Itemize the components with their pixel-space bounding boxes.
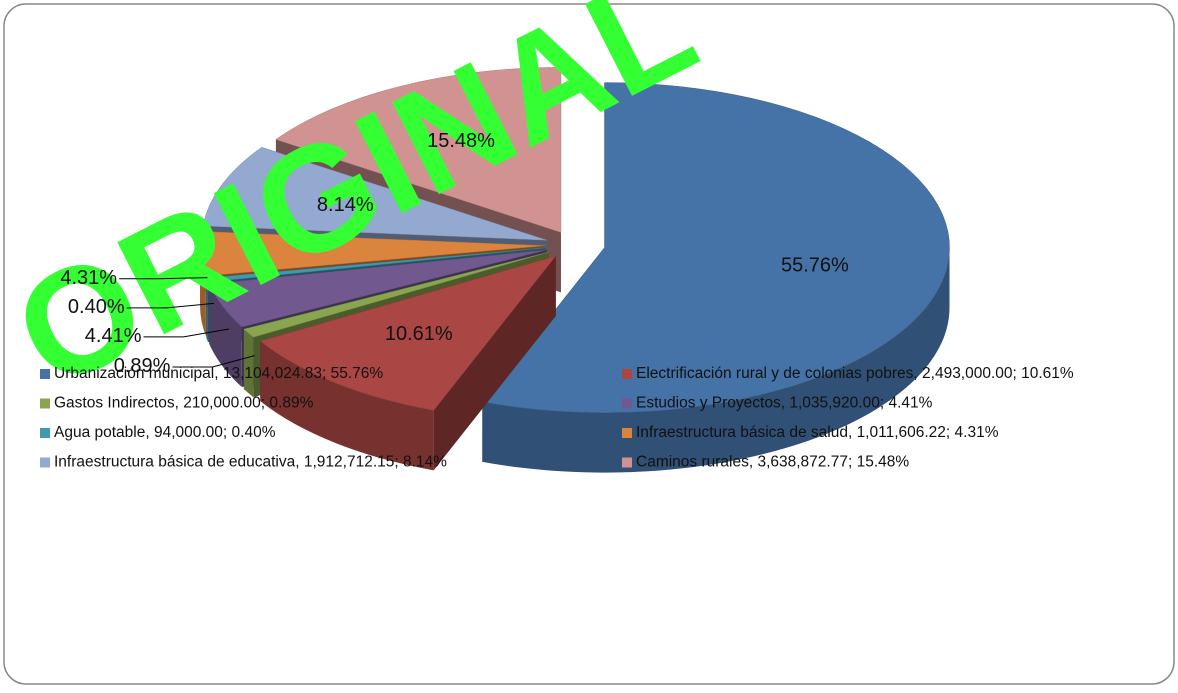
data-label: 55.76% — [781, 254, 849, 276]
legend-label: Electrificación rural y de colonias pobr… — [636, 365, 1074, 382]
slice-side — [206, 278, 209, 343]
legend: Urbanización municipal, 13,104,024.83; 5… — [40, 365, 1074, 471]
legend-swatch — [40, 398, 50, 409]
legend-label: Infraestructura básica de educativa, 1,9… — [54, 454, 447, 471]
leader-line — [143, 328, 230, 338]
legend-label: Estudios y Proyectos, 1,035,920.00; 4.41… — [636, 395, 933, 412]
leader-line — [119, 277, 208, 280]
data-label: 10.61% — [385, 323, 453, 345]
data-label: 15.48% — [427, 130, 495, 152]
data-label: 0.40% — [68, 296, 125, 318]
slice-side — [260, 341, 434, 471]
slice-side — [243, 329, 254, 398]
pie — [199, 67, 950, 473]
slice-side — [200, 245, 206, 336]
slice — [481, 82, 950, 413]
data-label: 4.41% — [85, 325, 142, 347]
slice — [243, 251, 549, 338]
legend-swatch — [622, 369, 632, 379]
slice-side — [482, 247, 950, 473]
legend-swatch — [40, 428, 50, 438]
slice — [259, 255, 557, 411]
slice — [275, 67, 562, 233]
leader-line — [172, 355, 255, 368]
legend-label: Agua potable, 94,000.00; 0.40% — [54, 424, 276, 441]
legend-label: Gastos Indirectos, 210,000.00; 0.89% — [54, 395, 314, 412]
data-label: 8.14% — [317, 194, 374, 216]
data-label: 4.31% — [60, 267, 117, 289]
data-label: 0.89% — [114, 355, 171, 377]
data-labels: 55.76% 10.61% 0.89% 4.41% 0.40% 4.31% 8.14% 15.… — [60, 130, 849, 377]
legend-label: Caminos rurales, 3,638,872.77; 15.48% — [636, 454, 909, 471]
legend-swatch — [40, 457, 50, 468]
slice — [199, 231, 546, 277]
legend-label: Infraestructura básica de salud, 1,011,6… — [636, 424, 999, 441]
legend-swatch — [40, 369, 50, 379]
legend-swatch — [622, 398, 632, 409]
slice — [208, 249, 547, 328]
legend-label: Urbanización municipal, 13,104,024.83; 5… — [54, 365, 383, 382]
slice — [202, 146, 547, 241]
legend-swatch — [622, 457, 632, 468]
leader-line — [126, 302, 215, 309]
legend-swatch — [622, 428, 632, 438]
